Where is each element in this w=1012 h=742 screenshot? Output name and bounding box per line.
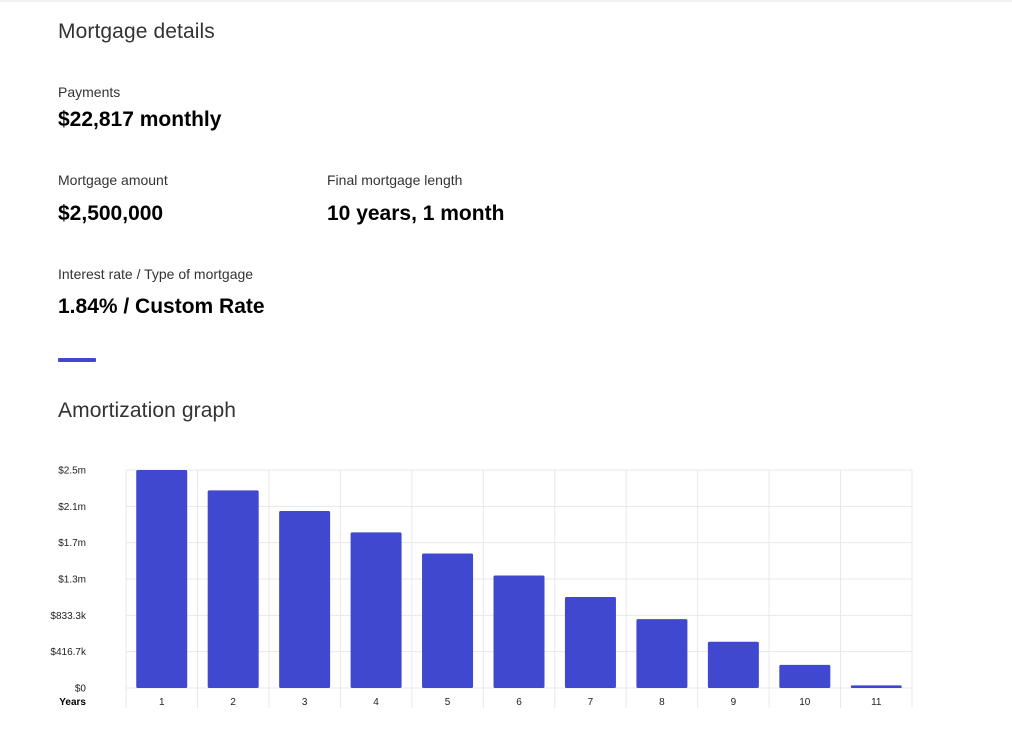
x-tick-label: 9 (731, 697, 737, 708)
y-tick-label: $833.3k (50, 611, 87, 622)
bar-year-8 (636, 619, 688, 688)
x-tick-label: 7 (588, 697, 594, 708)
x-tick-label: 1 (159, 697, 165, 708)
y-tick-label: $2.5m (58, 466, 86, 477)
x-tick-label: 2 (230, 697, 236, 708)
x-tick-label: 10 (799, 697, 811, 708)
mortgage-length-value: 10 years, 1 month (327, 202, 505, 225)
x-tick-label: 11 (871, 697, 882, 708)
y-tick-label: $416.7k (50, 647, 87, 658)
payments-value: $22,817 monthly (58, 108, 222, 131)
interest-rate-label: Interest rate / Type of mortgage (58, 266, 254, 282)
bar-year-4 (350, 532, 402, 688)
x-tick-label: 3 (302, 697, 308, 708)
mortgage-length-label: Final mortgage length (327, 172, 463, 188)
mortgage-details-heading: Mortgage details (58, 20, 215, 43)
mortgage-amount-value: $2,500,000 (58, 202, 164, 225)
bar-year-3 (279, 510, 331, 688)
x-tick-label: 5 (445, 697, 451, 708)
y-axis: $0 $416.7k $833.3k $1.3m $1.7m $2.1m $2.5m (50, 466, 87, 695)
section-divider (58, 358, 96, 362)
top-border (0, 0, 1012, 2)
x-axis-title: Years (59, 697, 86, 708)
bar-year-5 (422, 553, 474, 688)
amortization-graph-heading: Amortization graph (58, 399, 237, 422)
interest-rate-value: 1.84% / Custom Rate (58, 295, 265, 318)
bar-year-10 (779, 664, 831, 688)
y-tick-label: $0 (75, 684, 87, 695)
x-tick-label: 4 (373, 697, 379, 708)
x-tick-label: 8 (659, 697, 665, 708)
bar-year-11 (850, 685, 902, 688)
bar-year-1 (136, 470, 188, 688)
bar-year-6 (493, 575, 545, 688)
x-axis: 1 2 3 4 5 6 7 8 9 10 11 Years (59, 697, 882, 708)
y-tick-label: $2.1m (58, 502, 86, 513)
bar-year-9 (707, 641, 759, 688)
bar-year-7 (564, 597, 616, 688)
bar-series (136, 470, 902, 688)
bar-year-2 (207, 490, 259, 688)
y-tick-label: $1.7m (58, 538, 86, 549)
x-tick-label: 6 (516, 697, 522, 708)
payments-label: Payments (58, 84, 121, 100)
amortization-chart: $0 $416.7k $833.3k $1.3m $1.7m $2.1m $2.5m 1 2 3… (50, 466, 913, 708)
mortgage-amount-label: Mortgage amount (58, 172, 168, 188)
y-tick-label: $1.3m (58, 575, 86, 586)
